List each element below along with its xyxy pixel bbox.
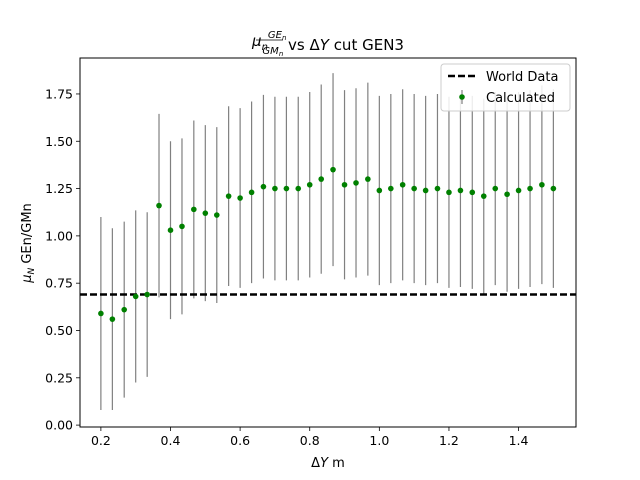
data-point xyxy=(515,187,522,194)
x-tick-label: 1.4 xyxy=(509,433,529,448)
xlabel-delta: Δ xyxy=(311,456,320,471)
y-tick-label: 1.75 xyxy=(45,86,73,101)
x-tick-label: 0.4 xyxy=(161,433,181,448)
ylabel-sub: N xyxy=(27,268,37,275)
y-tick-label: 1.00 xyxy=(45,228,73,243)
y-tick-label: 0.50 xyxy=(45,323,73,338)
x-tick-label: 0.2 xyxy=(91,433,111,448)
x-tick-label: 1.2 xyxy=(439,433,459,448)
xlabel-unit: m xyxy=(328,456,345,471)
data-point xyxy=(434,185,441,192)
data-point xyxy=(260,183,267,190)
data-point xyxy=(457,187,464,194)
y-tick-label: 0.00 xyxy=(45,418,73,433)
y-tick-label: 0.75 xyxy=(45,276,73,291)
title-num: GE xyxy=(268,30,283,41)
x-tick-label: 1.0 xyxy=(369,433,389,448)
legend-calculated-label: Calculated xyxy=(486,91,555,106)
legend-world-data-label: World Data xyxy=(486,70,558,85)
data-point xyxy=(539,181,545,188)
data-point xyxy=(306,181,313,188)
x-axis-ticks: 0.2 0.4 0.6 0.8 1.0 1.2 1.4 xyxy=(91,427,529,448)
ylabel-mu: μ xyxy=(20,275,35,284)
x-tick-label: 0.8 xyxy=(300,433,320,448)
data-point xyxy=(167,227,174,233)
data-point xyxy=(318,176,325,182)
data-point xyxy=(480,193,487,199)
data-point xyxy=(388,185,394,192)
data-point xyxy=(365,176,371,182)
ylabel-rest: GEn/GMn xyxy=(20,203,35,268)
data-point xyxy=(109,316,116,322)
title-num-sub: n xyxy=(282,34,286,42)
data-point xyxy=(237,195,243,201)
title-rest: vs Δ xyxy=(283,36,320,54)
y-axis-ticks: 0.00 0.25 0.50 0.75 1.00 1.25 1.50 1.75 xyxy=(45,86,80,433)
title-den-sub: n xyxy=(279,50,283,58)
x-axis-label: ΔY m xyxy=(311,456,345,471)
data-point xyxy=(283,185,290,192)
data-point xyxy=(411,185,417,192)
data-point xyxy=(376,187,383,194)
xlabel-symbol: Y xyxy=(320,456,329,471)
title-mu-sub: n xyxy=(262,42,268,53)
data-point xyxy=(98,310,104,317)
data-point xyxy=(353,180,359,186)
y-tick-label: 1.25 xyxy=(45,181,73,196)
data-point xyxy=(469,189,476,196)
legend-calculated-marker xyxy=(459,94,465,100)
plot-frame xyxy=(79,57,577,428)
y-tick-label: 0.25 xyxy=(45,370,73,385)
title-den: GM xyxy=(262,46,279,57)
data-point xyxy=(248,189,255,196)
chart-title: μnGEn GMn vs ΔY cut GEN3 xyxy=(251,30,404,58)
data-point xyxy=(179,223,185,230)
data-point xyxy=(272,185,278,192)
data-point xyxy=(225,193,232,199)
data-point xyxy=(399,181,406,188)
data-point xyxy=(295,185,302,192)
data-point xyxy=(330,166,336,173)
data-point xyxy=(144,291,150,298)
legend: World Data Calculated xyxy=(440,63,571,112)
title-mu: μ xyxy=(251,32,262,50)
data-point xyxy=(504,191,510,198)
data-point xyxy=(132,293,139,300)
data-point xyxy=(422,187,429,194)
data-point xyxy=(446,189,452,196)
x-tick-label: 0.6 xyxy=(230,433,250,448)
data-point xyxy=(341,181,348,188)
data-point xyxy=(156,202,162,209)
data-points xyxy=(98,166,557,322)
data-point xyxy=(191,206,197,213)
data-point xyxy=(527,185,533,192)
data-point xyxy=(121,306,128,313)
data-point xyxy=(213,212,220,218)
data-point xyxy=(550,185,557,192)
y-axis-label: μN GEn/GMn xyxy=(20,203,37,284)
title-tail: cut GEN3 xyxy=(329,36,404,54)
data-point xyxy=(202,210,209,216)
data-point xyxy=(492,185,499,192)
y-tick-label: 1.50 xyxy=(45,134,73,149)
title-y-symbol: Y xyxy=(320,36,331,54)
